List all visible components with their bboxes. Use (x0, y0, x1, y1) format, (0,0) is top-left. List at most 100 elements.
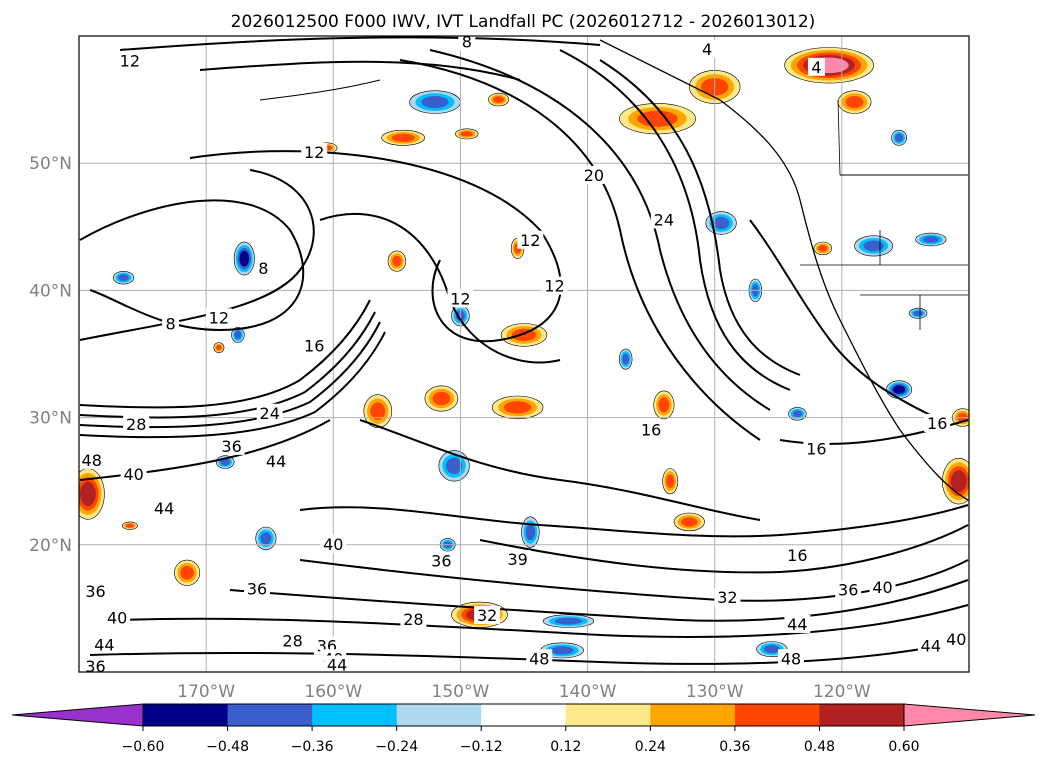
iwv-label-2: 4 (702, 40, 712, 59)
iwv-label-18: 48 (82, 451, 102, 470)
iwv-label-bg-5 (580, 165, 607, 184)
pc-region-5 (381, 129, 426, 146)
pc-region-7 (886, 380, 913, 399)
iwv-label-7: 12 (520, 231, 540, 250)
iwv-label-bg-16 (218, 436, 245, 455)
pc-region-40-band-2 (913, 310, 923, 316)
iwv-contour-36-jet (599, 59, 801, 376)
pc-region-42 (455, 128, 479, 140)
pc-region-11 (491, 395, 544, 420)
colorbar-band-5 (565, 704, 651, 726)
pc-region-36-band-2 (763, 645, 781, 654)
iwv-label-40: 44 (327, 656, 347, 675)
pc-region-26 (662, 468, 679, 495)
iwv-label-26: 39 (507, 550, 527, 569)
iwv-label-bg-4 (301, 143, 328, 162)
iwv-label-43: 48 (781, 649, 801, 668)
pc-region-15-band-2 (392, 255, 402, 267)
iwv-contour-44-south (79, 419, 331, 481)
iwv-label-bg-1 (458, 36, 476, 51)
iwv-label-bg-29 (82, 581, 109, 600)
iwv-label-19: 40 (123, 465, 143, 484)
iwv-contour-40-south (119, 604, 969, 638)
iwv-label-bg-23 (924, 413, 951, 432)
iwv-label-42: 48 (529, 649, 549, 668)
colorbar-frame (142, 703, 905, 727)
colorbar-tick-label-8: 0.48 (804, 739, 835, 755)
pc-region-24 (521, 516, 540, 548)
colorbar-band-8 (819, 704, 905, 726)
iwv-label-bg-12 (162, 314, 180, 333)
pc-region-15 (387, 250, 407, 272)
pc-region-2 (619, 103, 696, 135)
pc-region-9-band-2 (895, 133, 904, 142)
iwv-label-41: 44 (787, 615, 807, 634)
pc-region-20 (984, 430, 1009, 468)
iwv-contour-28-jet (429, 49, 771, 411)
colorbar-tick-label-9: 0.60 (888, 739, 919, 755)
pc-region-35-band-2 (550, 646, 574, 655)
pc-region-5-band-2 (391, 133, 415, 142)
iwv-label-21: 16 (641, 420, 661, 439)
iwv-label-bg-33 (714, 588, 741, 607)
iwv-label-bg-30 (104, 608, 131, 627)
pc-region-10 (500, 323, 548, 347)
iwv-label-44: 36 (85, 657, 105, 676)
iwv-label-35: 28 (403, 610, 423, 629)
pc-region-6-band-3 (239, 250, 250, 267)
iwv-label-9: 12 (450, 289, 470, 308)
iwv-label-bg-25 (428, 551, 455, 570)
iwv-label-31: 36 (838, 581, 858, 600)
iwv-label-bg-36 (279, 631, 306, 650)
iwv-label-17: 44 (266, 452, 286, 471)
iwv-label-20: 44 (154, 499, 174, 518)
iwv-contour-24-jet (399, 59, 761, 441)
pc-region-12 (424, 385, 459, 412)
pc-region-30-band-2 (792, 410, 803, 418)
lon-tick-label-2: 150°W (432, 682, 490, 702)
colorbar-band-7 (734, 704, 820, 726)
pc-region-33-band-2 (220, 458, 230, 466)
colorbar-tick-label-2: −0.36 (291, 739, 334, 755)
colorbar-tick-label-0: −0.60 (122, 739, 165, 755)
pc-region-7-band-3 (893, 385, 906, 394)
longitude-tick-labels: 170°W 160°W 150°W 140°W 130°W 120°W (177, 682, 871, 702)
iwv-label-29: 36 (85, 582, 105, 601)
iwv-label-4: 12 (304, 143, 324, 162)
iwv-label-36: 28 (282, 631, 302, 650)
colorbar-tick-label-6: 0.24 (635, 739, 666, 755)
pc-region-28-band-2 (180, 566, 194, 580)
pc-region-40 (908, 307, 928, 319)
iwv-label-11: 12 (209, 308, 229, 327)
pc-region-38-band-2 (622, 353, 630, 365)
pc-region-36 (756, 641, 788, 657)
pc-region-43 (813, 241, 832, 256)
iwv-label-bg-19 (120, 464, 147, 483)
iwv-label-27: 16 (787, 546, 807, 565)
pc-region-39-band-2 (922, 236, 940, 243)
iwv-contour-32-jet (559, 49, 791, 391)
iwv-label-bg-6 (650, 210, 677, 229)
iwv-contour-12-gyre (189, 150, 562, 343)
iwv-label-bg-46 (943, 630, 969, 649)
iwv-label-46: 40 (946, 630, 966, 649)
pc-region-30 (788, 407, 807, 421)
iwv-label-3: 4 (811, 58, 821, 77)
iwv-label-30: 40 (107, 609, 127, 628)
colorbar-band-3 (396, 704, 482, 726)
pc-region-32-band-2 (118, 274, 129, 282)
iwv-label-25: 36 (431, 551, 451, 570)
pc-region-28 (174, 559, 201, 586)
iwv-label-bg-41 (784, 614, 811, 633)
iwv-label-bg-22 (803, 439, 830, 458)
pc-region-45-band-2 (216, 344, 222, 351)
iwv-label-bg-26 (504, 550, 531, 569)
iwv-label-1: 8 (462, 32, 472, 51)
pc-region-1 (837, 90, 872, 114)
iwv-contour-mid-b (299, 504, 969, 538)
iwv-label-8: 12 (544, 277, 564, 296)
pc-region-29 (255, 526, 277, 551)
pc-region-25 (673, 512, 705, 532)
graticule-gridlines (79, 36, 969, 672)
iwv-label-bg-0 (116, 51, 143, 70)
